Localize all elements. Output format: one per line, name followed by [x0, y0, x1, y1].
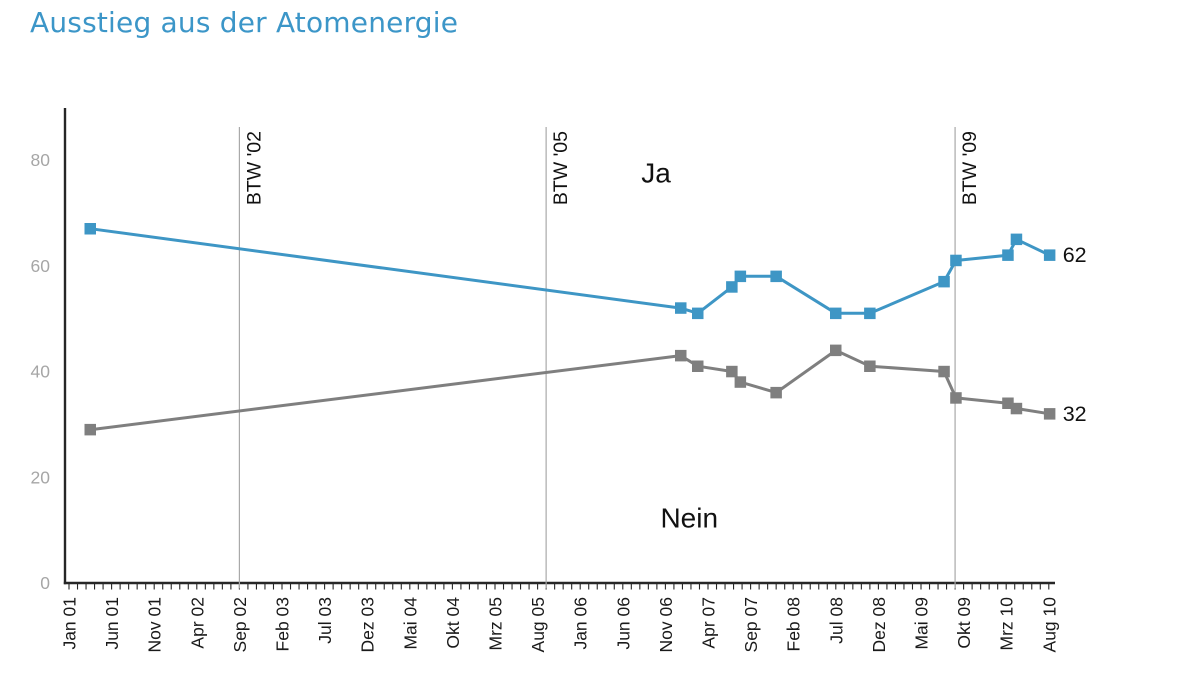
nein-series-line: [90, 348, 1050, 432]
event-label: BTW '05: [550, 131, 572, 205]
ja-data-point: [675, 302, 687, 314]
chart-title: Ausstieg aus der Atomenergie: [30, 6, 459, 39]
nein-end-label: 32: [1063, 402, 1087, 426]
ja-end-label: 62: [1063, 243, 1087, 267]
x-tick-label: Jan 06: [571, 597, 591, 650]
x-tick-label: Okt 09: [954, 597, 974, 649]
ja-data-point: [1010, 233, 1023, 246]
ja-data-point: [726, 281, 738, 293]
nein-data-point: [770, 386, 782, 399]
ja-data-point: [692, 307, 704, 320]
x-tick-label: Feb 03: [273, 597, 293, 651]
x-tick-label: Nov 01: [145, 597, 165, 652]
x-tick-label: Sep 07: [741, 597, 761, 652]
ja-data-point: [770, 270, 782, 283]
y-tick-label: 20: [31, 467, 51, 487]
x-tick-label: Mai 09: [912, 597, 932, 650]
nein-data-point: [864, 360, 876, 372]
x-tick-label: Nov 06: [656, 597, 676, 652]
nein-data-point: [1043, 408, 1056, 420]
x-tick-label: Jan 01: [60, 597, 80, 650]
event-label: BTW '02: [243, 131, 265, 205]
nein-data-point: [692, 360, 704, 372]
x-tick-label: Feb 08: [784, 597, 804, 651]
x-tick-label: Jun 01: [102, 597, 122, 650]
ja-data-point: [864, 307, 876, 320]
x-tick-label: Apr 07: [699, 597, 719, 649]
x-tick-label: Okt 04: [443, 597, 463, 649]
nein-data-point: [726, 365, 738, 378]
nein-data-point: [1010, 402, 1023, 415]
nein-data-point: [1002, 397, 1014, 409]
nein-data-point: [84, 423, 96, 436]
nein-data-point: [950, 392, 962, 404]
ja-data-point: [1043, 249, 1056, 261]
y-tick-label: 0: [40, 573, 50, 593]
x-tick-label: Jul 08: [826, 597, 846, 644]
x-tick-label: Jun 06: [613, 597, 633, 650]
x-tick-label: Jul 03: [315, 597, 335, 644]
nein-data-point: [675, 349, 687, 362]
ja-series-line: [90, 227, 1051, 315]
nein-data-point: [830, 344, 842, 357]
ja-data-point: [950, 254, 962, 267]
x-tick-label: Aug 10: [1039, 597, 1059, 653]
y-tick-label: 80: [31, 150, 51, 170]
annotation-ja: Ja: [641, 158, 671, 189]
x-tick-label: Mrz 05: [486, 597, 506, 650]
x-tick-label: Sep 02: [230, 597, 250, 652]
x-tick-label: Mrz 10: [997, 597, 1017, 651]
x-tick-label: Dez 03: [358, 597, 378, 652]
ja-data-point: [938, 275, 950, 288]
x-tick-label: Dez 08: [869, 597, 889, 652]
ja-data-point: [830, 307, 842, 320]
nein-data-point: [734, 376, 747, 388]
x-tick-label: Apr 02: [187, 597, 207, 649]
event-label: BTW '09: [959, 131, 981, 205]
y-tick-label: 60: [31, 256, 51, 276]
ja-data-point: [84, 223, 96, 235]
ja-data-point: [1002, 249, 1014, 261]
y-tick-label: 40: [31, 362, 51, 382]
ja-data-point: [734, 270, 747, 283]
x-tick-label: Aug 05: [528, 597, 548, 652]
x-tick-label: Mai 04: [400, 597, 420, 650]
nein-data-point: [938, 365, 950, 378]
annotation-nein: Nein: [660, 502, 718, 533]
